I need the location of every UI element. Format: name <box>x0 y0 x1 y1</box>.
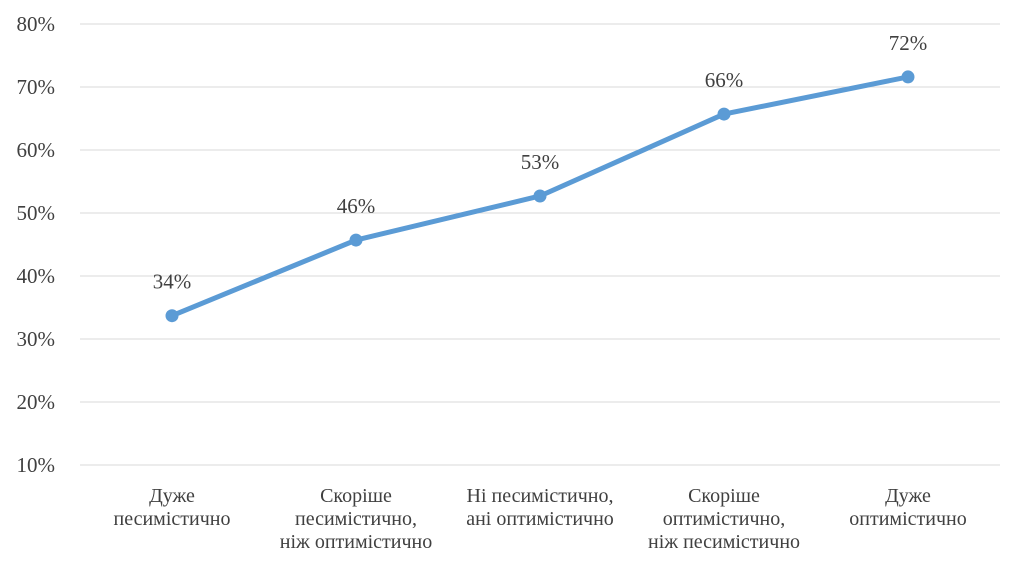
x-tick-label-line: Дуже <box>885 485 931 507</box>
x-tick-label-line: оптимістично <box>849 508 966 530</box>
y-tick-label: 30% <box>17 327 56 351</box>
y-tick-label: 60% <box>17 138 56 162</box>
series-line <box>165 70 915 323</box>
y-tick-label: 70% <box>17 75 56 99</box>
x-tick-label-line: песимістично, <box>295 508 417 530</box>
x-tick-label-line: Дуже <box>149 485 195 507</box>
y-tick-label: 50% <box>17 201 56 225</box>
data-point <box>717 107 731 121</box>
y-tick-label: 20% <box>17 390 56 414</box>
data-point <box>901 70 915 84</box>
x-tick-label-line: ані оптимістично <box>466 508 614 530</box>
x-tick-label: Ні песимістично, ані оптимістично <box>466 485 614 530</box>
gridlines <box>80 23 1000 466</box>
x-tick-label: Дуже оптимістично <box>849 485 966 530</box>
y-tick-label: 40% <box>17 264 56 288</box>
x-tick-label-line: Скоріше <box>688 485 760 507</box>
data-point <box>165 309 179 323</box>
x-tick-label-line: песимістично <box>114 508 231 530</box>
data-label: 46% <box>337 194 376 218</box>
x-tick-label: Скоріше песимістично, ніж оптимістично <box>280 485 433 553</box>
x-tick-label-line: Скоріше <box>320 485 392 507</box>
x-tick-label-line: Ні песимістично, <box>467 485 614 507</box>
y-axis-labels: 10% 20% 30% 40% 50% 60% 70% 80% <box>17 12 56 477</box>
x-tick-label-line: ніж оптимістично <box>280 531 433 553</box>
data-point <box>349 233 363 247</box>
data-point <box>533 189 547 203</box>
y-tick-label: 10% <box>17 453 56 477</box>
data-label: 34% <box>153 270 192 294</box>
x-tick-label-line: ніж песимістично <box>648 531 800 553</box>
x-tick-label: Скоріше оптимістично, ніж песимістично <box>648 485 800 553</box>
x-tick-label: Дуже песимістично <box>114 485 231 530</box>
data-label: 66% <box>705 68 744 92</box>
x-tick-label-line: оптимістично, <box>663 508 785 530</box>
y-tick-label: 80% <box>17 12 56 36</box>
data-label: 72% <box>889 31 928 55</box>
data-labels: 34% 46% 53% 66% 72% <box>153 31 928 294</box>
data-label: 53% <box>521 150 560 174</box>
